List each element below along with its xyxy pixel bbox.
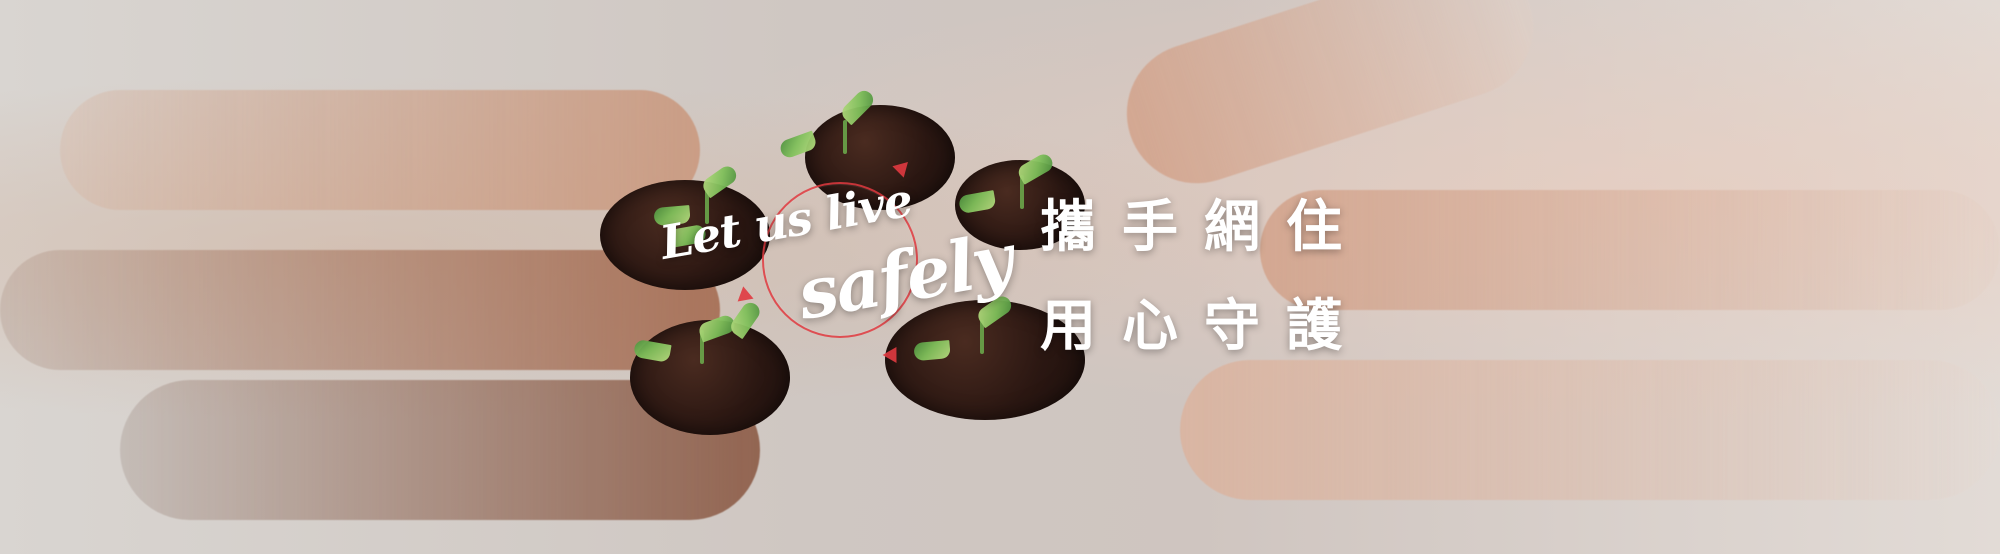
background-hand xyxy=(1260,190,2000,310)
seedling-stem xyxy=(700,330,704,364)
seedling-stem xyxy=(843,120,847,154)
background-hand xyxy=(1180,360,2000,500)
seedling-stem xyxy=(1020,175,1024,209)
seedling-stem xyxy=(980,320,984,354)
background-hand xyxy=(1108,0,1552,202)
seedling-stem xyxy=(705,190,709,224)
background-hand xyxy=(0,250,720,370)
background-hand xyxy=(60,90,700,210)
soil-pile xyxy=(805,105,955,210)
